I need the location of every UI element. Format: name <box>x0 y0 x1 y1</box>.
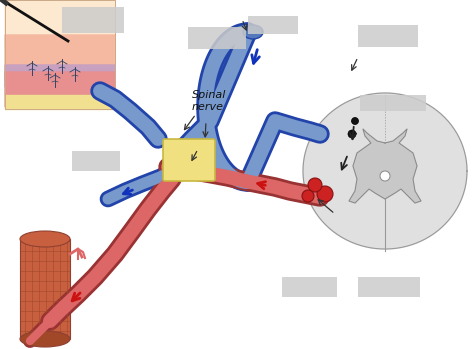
Circle shape <box>317 186 333 202</box>
Polygon shape <box>5 65 115 87</box>
Polygon shape <box>303 93 467 249</box>
Polygon shape <box>5 95 115 109</box>
Circle shape <box>352 118 358 125</box>
Bar <box>188 27 246 49</box>
Polygon shape <box>5 35 115 79</box>
Circle shape <box>302 190 314 202</box>
Bar <box>358 25 418 47</box>
Bar <box>248 16 298 34</box>
Bar <box>20 239 70 339</box>
Bar <box>62 7 124 33</box>
Polygon shape <box>349 129 421 203</box>
Polygon shape <box>5 72 115 107</box>
Bar <box>360 95 426 111</box>
Circle shape <box>380 171 390 181</box>
Polygon shape <box>5 0 115 49</box>
Bar <box>72 151 120 171</box>
FancyBboxPatch shape <box>163 139 215 181</box>
Bar <box>358 277 420 297</box>
Text: Spinal
nerve: Spinal nerve <box>192 90 227 112</box>
Ellipse shape <box>243 25 263 39</box>
Circle shape <box>308 178 322 192</box>
Circle shape <box>348 130 356 138</box>
Ellipse shape <box>20 231 70 247</box>
Ellipse shape <box>20 331 70 347</box>
Bar <box>282 277 337 297</box>
